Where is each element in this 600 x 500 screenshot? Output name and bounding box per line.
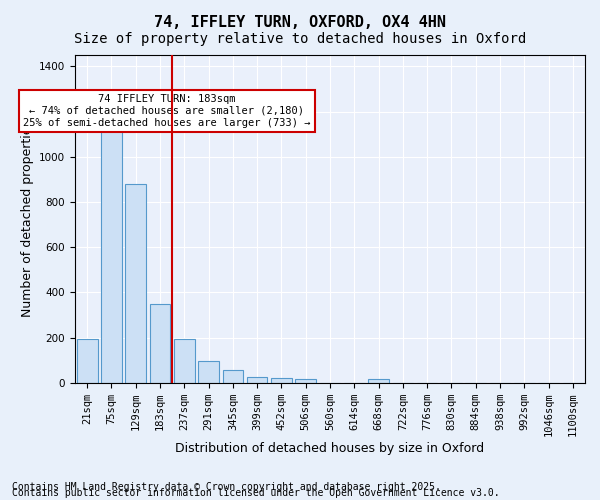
Bar [223,370,243,383]
Text: 74, IFFLEY TURN, OXFORD, OX4 4HN: 74, IFFLEY TURN, OXFORD, OX4 4HN [154,15,446,30]
Y-axis label: Number of detached properties: Number of detached properties [20,120,34,318]
Bar [174,339,194,383]
Bar [150,304,170,383]
X-axis label: Distribution of detached houses by size in Oxford: Distribution of detached houses by size … [175,442,485,455]
Bar [125,184,146,383]
Bar [295,379,316,383]
Bar [247,378,268,383]
Bar [198,362,219,383]
Bar [271,378,292,383]
Bar [77,339,98,383]
Text: Contains public sector information licensed under the Open Government Licence v3: Contains public sector information licen… [12,488,500,498]
Text: Size of property relative to detached houses in Oxford: Size of property relative to detached ho… [74,32,526,46]
Text: Contains HM Land Registry data © Crown copyright and database right 2025.: Contains HM Land Registry data © Crown c… [12,482,441,492]
Bar [101,130,122,383]
Bar [368,379,389,383]
Text: 74 IFFLEY TURN: 183sqm
← 74% of detached houses are smaller (2,180)
25% of semi-: 74 IFFLEY TURN: 183sqm ← 74% of detached… [23,94,311,128]
